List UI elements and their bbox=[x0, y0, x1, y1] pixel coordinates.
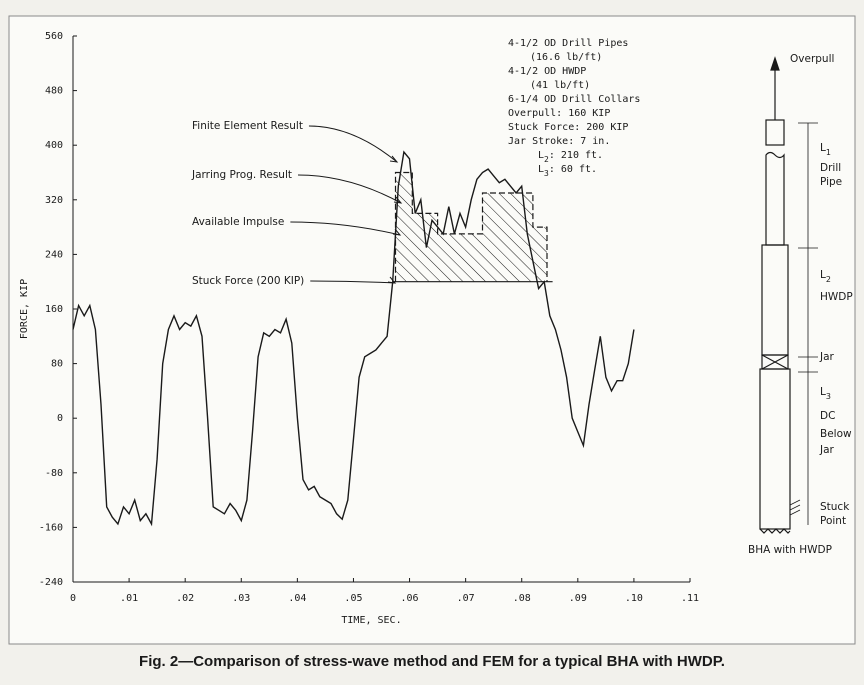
stuck-label: Stuck bbox=[820, 501, 850, 513]
info-line: Overpull: 160 KIP bbox=[508, 108, 610, 119]
leader-arrow bbox=[387, 276, 397, 284]
x-tick-label: .11 bbox=[681, 593, 699, 604]
x-tick-label: .10 bbox=[625, 593, 643, 604]
info-sub: 2 bbox=[544, 155, 549, 164]
jar-cross bbox=[761, 354, 789, 370]
l2-label: L2 bbox=[820, 269, 831, 284]
info-line: Jar Stroke: 7 in. bbox=[508, 136, 610, 147]
l3-text: DC bbox=[820, 410, 835, 422]
l3-text: Below bbox=[820, 428, 852, 440]
leader-line bbox=[297, 174, 402, 204]
leader-line bbox=[308, 125, 398, 163]
y-tick-label: 0 bbox=[57, 413, 63, 424]
x-tick-label: .06 bbox=[401, 593, 419, 604]
x-tick-label: .02 bbox=[176, 593, 194, 604]
y-tick-label: -240 bbox=[39, 577, 63, 588]
info-line: Stuck Force: 200 KIP bbox=[508, 122, 628, 133]
y-tick-label: 80 bbox=[51, 359, 63, 370]
info-line: 4-1/2 OD Drill Pipes bbox=[508, 38, 628, 49]
arrow-head bbox=[770, 56, 780, 71]
bha-diagram: Overpull L1 Drill Pipe L2 HWDP Jar L3 DC… bbox=[748, 53, 853, 556]
y-tick-label: -160 bbox=[39, 522, 63, 533]
l1-label: L1 bbox=[820, 142, 831, 157]
x-tick-label: .05 bbox=[344, 593, 362, 604]
y-tick-label: 400 bbox=[45, 140, 63, 151]
info-sub: 3 bbox=[544, 169, 549, 178]
plot: 560 480 400 320 240 160 80 0 -80 -160 -240 0 .01 .02.… bbox=[19, 31, 699, 626]
info-rest: : 60 ft. bbox=[549, 164, 597, 175]
leader-line bbox=[290, 221, 401, 236]
drill-pipe bbox=[765, 151, 785, 246]
y-tick-label: 240 bbox=[45, 249, 63, 260]
leader-arrow bbox=[389, 155, 399, 163]
callout-label: Jarring Prog. Result bbox=[191, 169, 292, 181]
l2-text: HWDP bbox=[820, 291, 853, 303]
x-tick-label: .07 bbox=[457, 593, 475, 604]
drill-pipe bbox=[765, 119, 785, 146]
figure-caption: Fig. 2—Comparison of stress-wave method … bbox=[139, 653, 725, 670]
figure-frame bbox=[8, 15, 856, 645]
series-line bbox=[394, 171, 548, 282]
x-tick-label: .09 bbox=[569, 593, 587, 604]
y-tick-label: 320 bbox=[45, 195, 63, 206]
l2-sub: 2 bbox=[826, 275, 831, 284]
y-tick-label: 560 bbox=[45, 31, 63, 42]
leader-arrow bbox=[392, 228, 402, 236]
info-line: 4-1/2 OD HWDP bbox=[508, 66, 586, 77]
l3-label: L3 bbox=[820, 386, 831, 401]
leader-line bbox=[310, 280, 396, 284]
info-line: 6-1/4 OD Drill Collars bbox=[508, 94, 640, 105]
stuck-label: Point bbox=[820, 515, 846, 527]
info-rest: : 210 ft. bbox=[549, 150, 603, 161]
l1-sub: 1 bbox=[826, 148, 831, 157]
l3-sub: 3 bbox=[826, 392, 831, 401]
y-axis-label: FORCE, KIP bbox=[19, 279, 30, 339]
overpull-label: Overpull bbox=[790, 53, 834, 65]
x-tick-label: .04 bbox=[288, 593, 306, 604]
diagram-caption: BHA with HWDP bbox=[748, 544, 832, 556]
y-tick-label: 480 bbox=[45, 86, 63, 97]
drill-collar bbox=[759, 368, 791, 530]
x-tick-label: 0 bbox=[70, 593, 76, 604]
callout-label: Stuck Force (200 KIP) bbox=[192, 275, 304, 287]
x-axis-label: TIME, SEC. bbox=[341, 615, 401, 626]
info-main: L bbox=[538, 164, 544, 175]
x-tick-label: .08 bbox=[513, 593, 531, 604]
l1-text: Drill bbox=[820, 162, 841, 174]
info-line: (41 lb/ft) bbox=[530, 80, 590, 91]
callout-label: Available Impulse bbox=[192, 216, 284, 228]
x-tick-label: .01 bbox=[120, 593, 138, 604]
info-line: L2: 210 ft. bbox=[538, 150, 603, 164]
l3-main: L bbox=[820, 386, 826, 398]
x-tick-label: .03 bbox=[232, 593, 250, 604]
leader-arrow bbox=[393, 196, 403, 204]
dimension-ticks bbox=[789, 122, 818, 516]
l1-main: L bbox=[820, 142, 826, 154]
l1-text: Pipe bbox=[820, 176, 842, 188]
info-line: (16.6 lb/ft) bbox=[530, 52, 602, 63]
y-tick-label: 160 bbox=[45, 304, 63, 315]
jar-label: Jar bbox=[819, 351, 835, 363]
impulse-area bbox=[395, 172, 547, 282]
y-tick-label: -80 bbox=[45, 468, 63, 479]
l3-text: Jar bbox=[819, 444, 835, 456]
callout-label: Finite Element Result bbox=[192, 120, 303, 132]
bit bbox=[759, 528, 791, 534]
series-line bbox=[72, 150, 635, 527]
l2-main: L bbox=[820, 269, 826, 281]
info-main: L bbox=[538, 150, 544, 161]
info-line: L3: 60 ft. bbox=[538, 164, 597, 178]
